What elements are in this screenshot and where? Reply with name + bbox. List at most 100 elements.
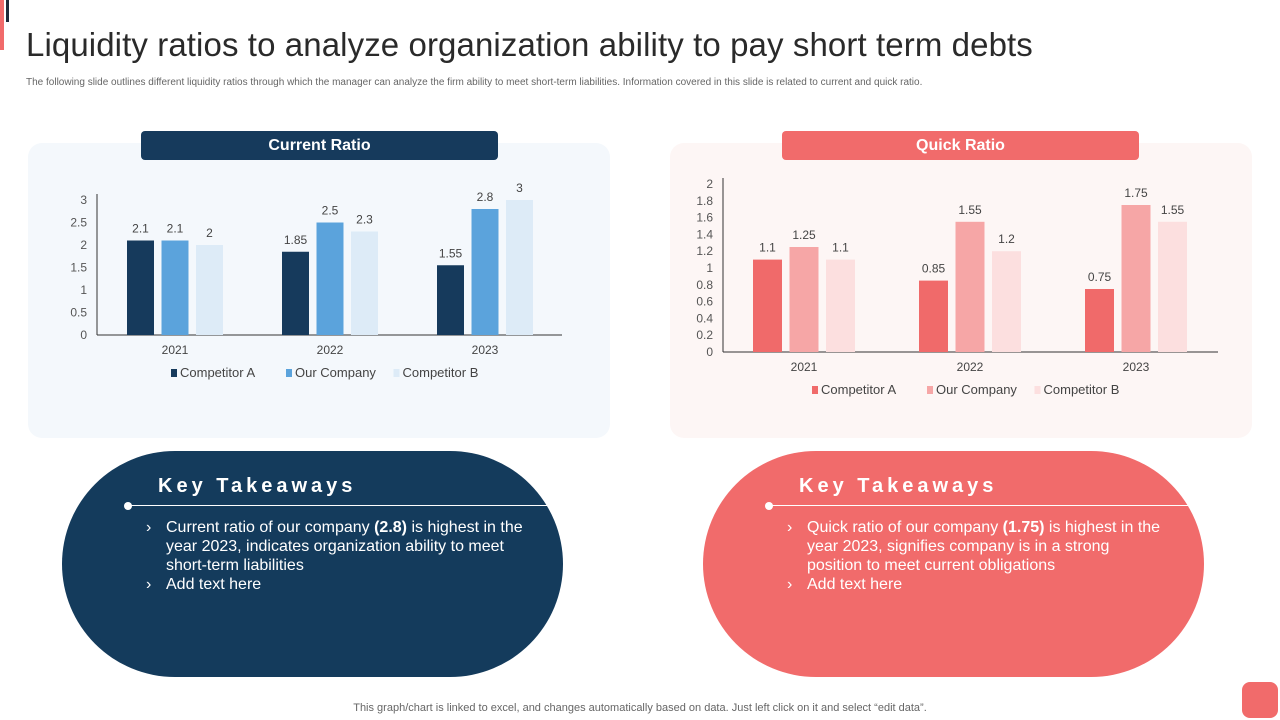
x-tick-label: 2021	[162, 343, 189, 357]
takeaways-left: Key Takeaways › Current ratio of our comp…	[62, 451, 563, 677]
chevron-right-icon: ›	[787, 519, 793, 536]
takeaway-text: is highest in the year 2023, indicates o…	[166, 519, 523, 574]
bar	[471, 209, 499, 335]
accent-bar-dark	[6, 0, 9, 22]
takeaway-text: Add text here	[807, 576, 903, 593]
takeaway-text: Add text here	[166, 576, 262, 593]
takeaway-item: › Add text here	[146, 575, 526, 594]
takeaways-right: Key Takeaways › Quick ratio of our compan…	[703, 451, 1204, 677]
takeaway-item: › Add text here	[787, 575, 1167, 594]
bar-data-label: 1.75	[1124, 186, 1148, 200]
y-tick-label: 0.2	[696, 328, 713, 342]
chevron-right-icon: ›	[787, 576, 793, 593]
bar	[789, 247, 819, 352]
y-tick-label: 0.6	[696, 295, 713, 309]
y-tick-label: 1	[80, 283, 87, 297]
bar-data-label: 2.5	[322, 204, 339, 218]
y-tick-label: 1.4	[696, 227, 713, 241]
takeaways-divider	[128, 505, 558, 506]
y-tick-label: 2	[706, 177, 713, 191]
chevron-right-icon: ›	[146, 576, 152, 593]
x-tick-label: 2023	[1123, 360, 1150, 374]
bar	[196, 245, 223, 335]
x-tick-label: 2022	[317, 343, 344, 357]
takeaways-title: Key Takeaways	[158, 475, 357, 497]
bar	[1085, 289, 1114, 352]
y-tick-label: 0.5	[70, 306, 87, 320]
y-tick-label: 3	[80, 193, 87, 207]
legend-swatch	[286, 369, 292, 377]
bar-data-label: 0.75	[1088, 270, 1112, 284]
bar-data-label: 2.3	[356, 213, 373, 227]
bar	[127, 240, 154, 335]
takeaway-item: › Current ratio of our company (2.8) is h…	[146, 518, 526, 575]
bar-data-label: 1.1	[832, 241, 849, 255]
legend-swatch	[171, 369, 177, 377]
bar	[753, 259, 782, 352]
bar-data-label: 2.1	[167, 222, 184, 236]
y-tick-label: 2.5	[70, 216, 87, 230]
y-tick-label: 1.5	[70, 261, 87, 275]
legend-label: Competitor B	[1044, 382, 1120, 397]
legend-label: Competitor B	[403, 365, 479, 380]
y-tick-label: 1.6	[696, 211, 713, 225]
bar-data-label: 2.8	[477, 190, 494, 204]
bar	[316, 222, 344, 335]
bar-data-label: 1.1	[759, 241, 776, 255]
bar	[1158, 221, 1187, 352]
bar-data-label: 2	[206, 226, 213, 240]
bar	[1121, 205, 1151, 352]
slide-subtitle: The following slide outlines different l…	[26, 77, 923, 88]
bar-data-label: 1.55	[1161, 203, 1185, 217]
y-tick-label: 1	[706, 261, 713, 275]
bar	[282, 251, 309, 335]
takeaways-dot	[765, 502, 773, 510]
legend-label: Our Company	[936, 382, 1017, 397]
takeaways-list: › Current ratio of our company (2.8) is h…	[146, 518, 526, 594]
bar-data-label: 1.55	[439, 246, 463, 260]
footer-note: This graph/chart is linked to excel, and…	[353, 702, 927, 714]
bar	[826, 259, 855, 352]
takeaways-title: Key Takeaways	[799, 475, 998, 497]
legend-swatch	[393, 369, 400, 377]
bar	[437, 265, 464, 335]
legend-label: Competitor A	[180, 365, 255, 380]
takeaways-list: › Quick ratio of our company (1.75) is hi…	[787, 518, 1167, 594]
legend-label: Our Company	[295, 365, 376, 380]
takeaways-dot	[124, 502, 132, 510]
takeaway-text: Quick ratio of our company	[807, 519, 1003, 536]
x-tick-label: 2023	[472, 343, 499, 357]
current-ratio-header: Current Ratio	[141, 131, 498, 160]
y-tick-label: 1.2	[696, 244, 713, 258]
y-tick-label: 1.8	[696, 194, 713, 208]
corner-decoration	[1242, 682, 1278, 718]
takeaway-highlight: (1.75)	[1002, 519, 1045, 536]
chevron-right-icon: ›	[146, 519, 152, 536]
y-tick-label: 2	[80, 238, 87, 252]
bar	[506, 200, 533, 335]
y-tick-label: 0.8	[696, 278, 713, 292]
takeaway-highlight: (2.8)	[374, 519, 407, 536]
y-tick-label: 0	[706, 345, 713, 359]
x-tick-label: 2022	[957, 360, 984, 374]
bar-data-label: 1.2	[998, 232, 1015, 246]
takeaways-divider	[769, 505, 1199, 506]
takeaway-item: › Quick ratio of our company (1.75) is hi…	[787, 518, 1167, 575]
legend-swatch	[1034, 386, 1041, 394]
slide-title: Liquidity ratios to analyze organization…	[26, 26, 1033, 63]
bar-data-label: 3	[516, 181, 523, 195]
bar-data-label: 2.1	[132, 222, 149, 236]
bar-data-label: 1.85	[284, 233, 308, 247]
quick-ratio-header: Quick Ratio	[782, 131, 1139, 160]
x-tick-label: 2021	[791, 360, 818, 374]
legend-label: Competitor A	[821, 382, 896, 397]
accent-bar-red	[0, 0, 4, 50]
bar	[992, 251, 1021, 352]
legend-swatch	[812, 386, 818, 394]
takeaway-text: is highest in the year 2023, signifies c…	[807, 519, 1161, 574]
bar-data-label: 1.25	[792, 228, 816, 242]
takeaway-text: Current ratio of our company	[166, 519, 375, 536]
bar	[919, 280, 948, 352]
bar	[351, 231, 378, 335]
